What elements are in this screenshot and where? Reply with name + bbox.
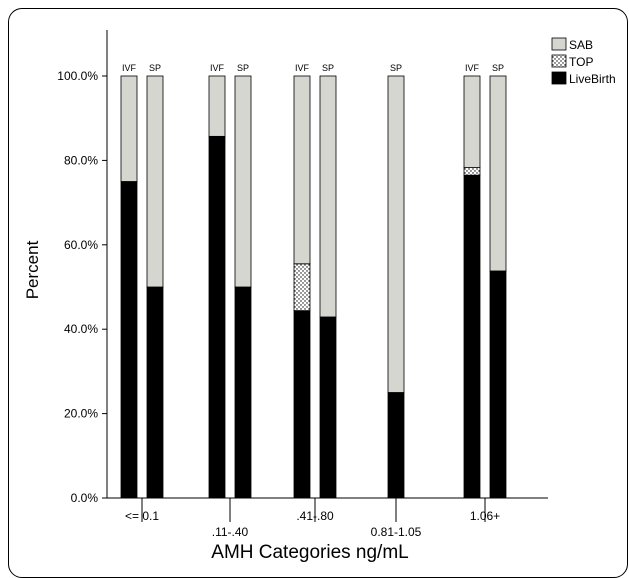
- bar-segment-sab: [208, 75, 226, 137]
- bar-label: IVF: [295, 63, 310, 73]
- bar-segment-livebirth: [463, 174, 481, 499]
- x-tick-label: .11-.40: [212, 525, 249, 539]
- bar-segment-sab: [489, 75, 507, 272]
- bar-label: SP: [149, 63, 161, 73]
- y-tick-label: 60.0%: [64, 238, 98, 252]
- legend-label: LiveBirth: [569, 72, 616, 86]
- bar-segment-livebirth: [319, 316, 337, 499]
- x-tick-label: 1.06+: [470, 509, 500, 523]
- y-tick-label: 80.0%: [64, 153, 98, 167]
- y-tick-label: 40.0%: [64, 322, 98, 336]
- bar-label: SP: [390, 63, 402, 73]
- bar-segment-livebirth: [208, 135, 226, 499]
- bar-segment-sab: [463, 75, 481, 168]
- legend-label: TOP: [569, 55, 593, 69]
- bar-segment-top: [293, 263, 311, 312]
- x-tick-label: .41-.80: [296, 509, 334, 523]
- bar-segment-sab: [387, 75, 405, 393]
- bar-segment-sab: [293, 75, 311, 265]
- x-tick-label: <= 0.1: [125, 509, 159, 523]
- bar-segment-top: [463, 167, 481, 176]
- y-tick-label: 0.0%: [71, 491, 99, 505]
- y-tick-label: 20.0%: [64, 407, 98, 421]
- x-tick-label: 0.81-1.05: [371, 525, 422, 539]
- y-axis-label: Percent: [23, 240, 42, 299]
- legend-swatch: [551, 37, 567, 51]
- bar-label: IVF: [210, 63, 225, 73]
- bar-label: SP: [237, 63, 249, 73]
- legend-swatch: [551, 54, 567, 68]
- legend-swatch: [551, 71, 567, 85]
- legend-label: SAB: [569, 38, 593, 52]
- bar-segment-livebirth: [146, 286, 164, 499]
- bar-segment-livebirth: [387, 392, 405, 499]
- bar-segment-livebirth: [489, 270, 507, 499]
- bar-label: IVF: [465, 63, 480, 73]
- bar-segment-sab: [319, 75, 337, 318]
- bar-segment-sab: [120, 75, 138, 182]
- bar-segment-livebirth: [293, 310, 311, 499]
- bar-label: SP: [322, 63, 334, 73]
- bar-segment-livebirth: [234, 286, 252, 499]
- bar-segment-sab: [146, 75, 164, 288]
- y-tick-label: 100.0%: [57, 69, 98, 83]
- bar-label: IVF: [122, 63, 137, 73]
- bar-segment-sab: [234, 75, 252, 288]
- x-axis-label: AMH Categories ng/mL: [211, 542, 408, 563]
- bar-label: SP: [492, 63, 504, 73]
- bar-segment-livebirth: [120, 181, 138, 499]
